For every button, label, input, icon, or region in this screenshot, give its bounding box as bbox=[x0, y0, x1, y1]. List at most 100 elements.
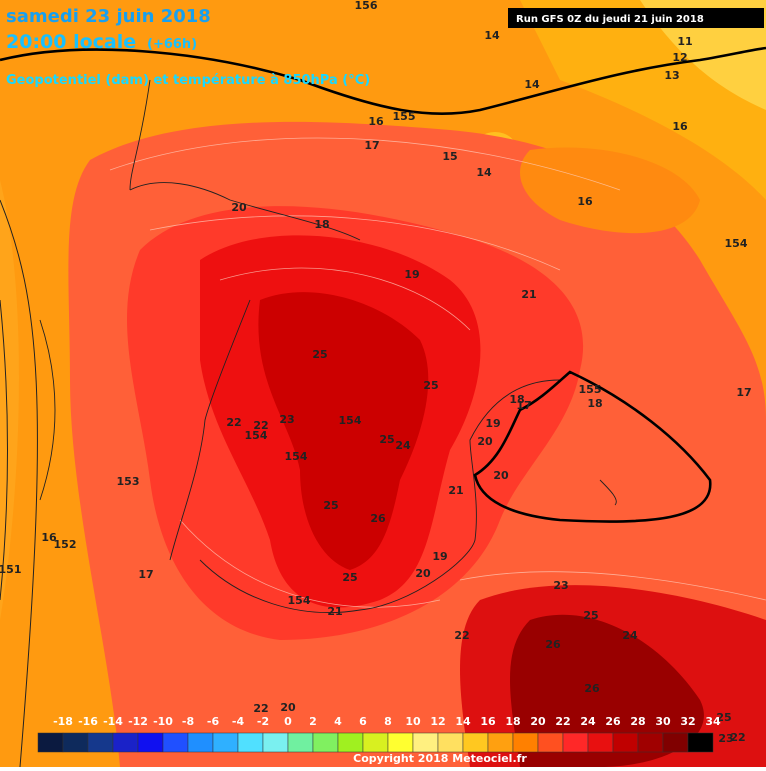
map-label: 156 bbox=[355, 0, 378, 12]
map-label: 152 bbox=[54, 538, 77, 551]
map-label: 25 bbox=[312, 348, 327, 361]
map-label: 25 bbox=[323, 499, 338, 512]
map-label: 21 bbox=[521, 288, 536, 301]
region-hottest bbox=[258, 292, 429, 570]
map-label: 16 bbox=[41, 531, 57, 544]
colorbar-label: -6 bbox=[207, 715, 220, 728]
map-label: 23 bbox=[279, 413, 294, 426]
title: samedi 23 juin 2018 bbox=[6, 6, 211, 27]
map-label: 22 bbox=[730, 731, 745, 744]
colorbar-label: -4 bbox=[232, 715, 245, 728]
map-label: 18 bbox=[509, 393, 524, 406]
colorbar-swatch bbox=[87, 732, 114, 753]
map-label: 154 bbox=[339, 414, 362, 427]
colorbar-swatch bbox=[462, 732, 489, 753]
colorbar-label: 24 bbox=[580, 715, 596, 728]
colorbar-swatch bbox=[62, 732, 89, 753]
geopotential-line-closed bbox=[473, 370, 712, 523]
colorbar-label: -12 bbox=[128, 715, 148, 728]
map-label: 17 bbox=[736, 386, 751, 399]
colorbar-label: 32 bbox=[680, 715, 695, 728]
isotherms bbox=[109, 137, 766, 608]
colorbar-label: 22 bbox=[555, 715, 570, 728]
colorbar-swatch bbox=[487, 732, 514, 753]
map-label: 155 bbox=[393, 110, 416, 123]
lead-time: (+66h) bbox=[147, 37, 197, 52]
map-label: 19 bbox=[485, 417, 500, 430]
colorbar-swatch bbox=[437, 732, 464, 753]
map-label: 25 bbox=[342, 571, 357, 584]
colorbar-label: 12 bbox=[430, 715, 445, 728]
colorbar-swatch bbox=[637, 732, 664, 753]
colorbar-label: -8 bbox=[182, 715, 194, 728]
colorbar-label: -16 bbox=[78, 715, 98, 728]
colorbar-swatch bbox=[187, 732, 214, 753]
copyright: Copyright 2018 Meteociel.fr bbox=[353, 752, 527, 765]
colorbar-label: 2 bbox=[309, 715, 317, 728]
colorbar-swatch bbox=[137, 732, 164, 753]
colorbar-label: 0 bbox=[284, 715, 292, 728]
colorbar-swatch bbox=[687, 732, 714, 753]
colorbar-swatch bbox=[37, 732, 64, 753]
map-label: 24 bbox=[622, 629, 638, 642]
colorbar-swatch bbox=[587, 732, 614, 753]
colorbar-label: 18 bbox=[505, 715, 520, 728]
colorbar-label: -10 bbox=[153, 715, 173, 728]
map-label: 20 bbox=[493, 469, 509, 482]
geopotential-line-155 bbox=[0, 46, 766, 115]
colorbar-swatch bbox=[287, 732, 314, 753]
colorbar-swatch bbox=[412, 732, 439, 753]
colorbar-swatch bbox=[512, 732, 539, 753]
region-southeast-dark bbox=[510, 614, 704, 767]
coastlines bbox=[39, 79, 617, 613]
colorbar-label: 8 bbox=[384, 715, 392, 728]
colorbar-swatch bbox=[212, 732, 239, 753]
colorbar-label: 30 bbox=[655, 715, 671, 728]
colorbar-swatch bbox=[562, 732, 589, 753]
colorbar-swatch bbox=[112, 732, 139, 753]
map-label: 25 bbox=[423, 379, 438, 392]
colorbar-swatch bbox=[237, 732, 264, 753]
map-label: 25 bbox=[716, 711, 731, 724]
map-label: 17 bbox=[364, 139, 379, 152]
run-info: Run GFS 0Z du jeudi 21 juin 2018 bbox=[516, 14, 704, 25]
map-label: 17 bbox=[138, 568, 153, 581]
colorbar-swatch bbox=[662, 732, 689, 753]
map-label: 14 bbox=[524, 78, 540, 91]
map-label: 18 bbox=[314, 218, 329, 231]
map-label: 21 bbox=[327, 605, 342, 618]
map-label: 14 bbox=[476, 166, 492, 179]
colorbar-swatch bbox=[162, 732, 189, 753]
colorbar-swatch bbox=[312, 732, 339, 753]
map-label: 22 bbox=[253, 419, 268, 432]
colorbar-label: 16 bbox=[480, 715, 496, 728]
region-orange bbox=[520, 147, 700, 234]
run-box bbox=[508, 8, 764, 28]
map-label: 154 bbox=[245, 429, 268, 442]
colorbar-swatch bbox=[337, 732, 364, 753]
colorbar-label: 20 bbox=[530, 715, 546, 728]
map-label: 24 bbox=[395, 439, 411, 452]
colorbar-swatch bbox=[362, 732, 389, 753]
map-label: 12 bbox=[672, 51, 687, 64]
map-label: 16 bbox=[672, 120, 688, 133]
map-label: 16 bbox=[368, 115, 384, 128]
map-label: 21 bbox=[448, 484, 463, 497]
map-label: 25 bbox=[379, 433, 394, 446]
colorbar-label: 14 bbox=[455, 715, 471, 728]
colorbar-label: 26 bbox=[605, 715, 621, 728]
map-label: 23 bbox=[718, 732, 733, 745]
map-label: 22 bbox=[253, 702, 268, 715]
map-label: 26 bbox=[545, 638, 561, 651]
map-label: 17 bbox=[516, 399, 531, 412]
map-label: 16 bbox=[577, 195, 593, 208]
map-label: 19 bbox=[432, 550, 447, 563]
colorbar-label: 28 bbox=[630, 715, 645, 728]
map-label: 20 bbox=[415, 567, 431, 580]
colorbar-label: -14 bbox=[103, 715, 123, 728]
map-label: 14 bbox=[484, 29, 500, 42]
map-label: 155 bbox=[579, 383, 602, 396]
map-label: 22 bbox=[454, 629, 469, 642]
map-label: 23 bbox=[553, 579, 568, 592]
